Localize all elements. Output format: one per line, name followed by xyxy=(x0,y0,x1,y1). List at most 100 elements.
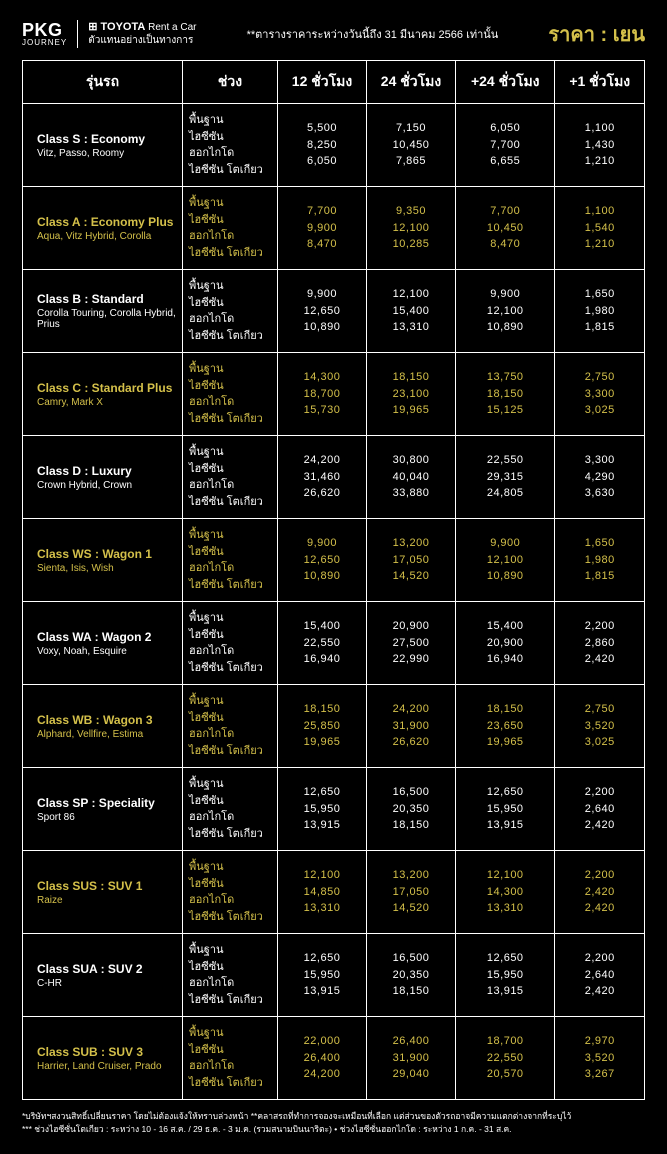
price-value: 24,200 xyxy=(373,701,449,718)
price-value: 12,650 xyxy=(284,303,360,320)
price-value: 9,900 xyxy=(284,535,360,552)
price-value: 18,700 xyxy=(284,386,360,403)
price-value: 18,150 xyxy=(373,983,449,1000)
price-value: 15,400 xyxy=(284,618,360,635)
period-label: ไฮซีซัน ฮอกไกโด xyxy=(189,212,271,245)
class-models: C-HR xyxy=(37,978,176,989)
toyota-rent: Rent a Car xyxy=(148,22,196,33)
price-cell: 13,20017,05014,520 xyxy=(367,519,456,602)
price-value: 4,290 xyxy=(561,469,638,486)
price-value: 30,800 xyxy=(373,452,449,469)
price-value: 14,520 xyxy=(373,900,449,917)
period-label: ไฮซีซัน ฮอกไกโด xyxy=(189,710,271,743)
price-value: 13,915 xyxy=(284,983,360,1000)
price-value: 2,640 xyxy=(561,967,638,984)
period-cell: พื้นฐานไฮซีซัน ฮอกไกโดไฮซีซัน โตเกียว xyxy=(183,104,278,187)
period-label: ไฮซีซัน ฮอกไกโด xyxy=(189,876,271,909)
table-row: Class SUS : SUV 1Raizeพื้นฐานไฮซีซัน ฮอก… xyxy=(23,851,645,934)
class-models: Camry, Mark X xyxy=(37,397,176,408)
period-label: ไฮซีซัน โตเกียว xyxy=(189,826,271,843)
price-value: 26,620 xyxy=(284,485,360,502)
price-value: 20,350 xyxy=(373,967,449,984)
price-value: 22,990 xyxy=(373,651,449,668)
price-table: รุ่นรถ ช่วง 12 ชั่วโมง 24 ชั่วโมง +24 ชั… xyxy=(22,60,645,1100)
price-value: 10,450 xyxy=(373,137,449,154)
price-value: 24,200 xyxy=(284,1066,360,1083)
price-value: 18,150 xyxy=(462,701,548,718)
period-label: ไฮซีซัน ฮอกไกโด xyxy=(189,461,271,494)
class-models: Crown Hybrid, Crown xyxy=(37,480,176,491)
price-value: 22,550 xyxy=(284,635,360,652)
price-value: 1,100 xyxy=(561,203,638,220)
period-label: พื้นฐาน xyxy=(189,527,271,544)
price-cell: 9,90012,65010,890 xyxy=(278,519,367,602)
toyota-block: ⊞ TOYOTA Rent a Car ตัวแทนอย่างเป็นทางกา… xyxy=(88,21,196,46)
period-label: ไฮซีซัน ฮอกไกโด xyxy=(189,378,271,411)
price-value: 23,100 xyxy=(373,386,449,403)
price-cell: 24,20031,90026,620 xyxy=(367,685,456,768)
toyota-brand-line: ⊞ TOYOTA Rent a Car xyxy=(88,21,196,34)
period-label: ไฮซีซัน โตเกียว xyxy=(189,162,271,179)
price-cell: 12,10014,30013,310 xyxy=(456,851,555,934)
table-row: Class A : Economy PlusAqua, Vitz Hybrid,… xyxy=(23,187,645,270)
period-label: พื้นฐาน xyxy=(189,195,271,212)
price-value: 12,100 xyxy=(462,867,548,884)
price-value: 40,040 xyxy=(373,469,449,486)
price-value: 9,900 xyxy=(284,286,360,303)
class-models: Alphard, Vellfire, Estima xyxy=(37,729,176,740)
price-value: 3,025 xyxy=(561,402,638,419)
table-row: Class B : StandardCorolla Touring, Corol… xyxy=(23,270,645,353)
period-cell: พื้นฐานไฮซีซัน ฮอกไกโดไฮซีซัน โตเกียว xyxy=(183,436,278,519)
price-cell: 1,6501,9801,815 xyxy=(555,519,645,602)
price-cell: 2,7503,5203,025 xyxy=(555,685,645,768)
period-cell: พื้นฐานไฮซีซัน ฮอกไกโดไฮซีซัน โตเกียว xyxy=(183,768,278,851)
header: PKG JOURNEY ⊞ TOYOTA Rent a Car ตัวแทนอย… xyxy=(22,18,645,50)
price-value: 18,700 xyxy=(462,1033,548,1050)
class-name: Class WB : Wagon 3 xyxy=(37,713,176,727)
period-label: ไฮซีซัน ฮอกไกโด xyxy=(189,295,271,328)
price-value: 16,500 xyxy=(373,784,449,801)
price-value: 19,965 xyxy=(284,734,360,751)
price-value: 7,700 xyxy=(284,203,360,220)
col-24h: 24 ชั่วโมง xyxy=(367,61,456,104)
price-value: 12,650 xyxy=(284,552,360,569)
price-value: 27,500 xyxy=(373,635,449,652)
price-cell: 13,20017,05014,520 xyxy=(367,851,456,934)
price-value: 2,750 xyxy=(561,369,638,386)
price-value: 13,750 xyxy=(462,369,548,386)
price-value: 1,815 xyxy=(561,568,638,585)
price-value: 18,150 xyxy=(373,369,449,386)
price-value: 15,400 xyxy=(462,618,548,635)
price-cell: 20,90027,50022,990 xyxy=(367,602,456,685)
price-cell: 9,90012,10010,890 xyxy=(456,519,555,602)
price-cell: 2,2002,8602,420 xyxy=(555,602,645,685)
price-value: 22,000 xyxy=(284,1033,360,1050)
period-label: พื้นฐาน xyxy=(189,361,271,378)
toyota-brand: ⊞ TOYOTA xyxy=(88,21,145,33)
price-value: 16,940 xyxy=(284,651,360,668)
price-value: 10,890 xyxy=(284,319,360,336)
period-label: ไฮซีซัน โตเกียว xyxy=(189,992,271,1009)
price-cell: 15,40022,55016,940 xyxy=(278,602,367,685)
period-label: ไฮซีซัน ฮอกไกโด xyxy=(189,627,271,660)
model-cell: Class A : Economy PlusAqua, Vitz Hybrid,… xyxy=(23,187,183,270)
period-label: ไฮซีซัน โตเกียว xyxy=(189,411,271,428)
period-cell: พื้นฐานไฮซีซัน ฮอกไกโดไฮซีซัน โตเกียว xyxy=(183,851,278,934)
price-value: 2,750 xyxy=(561,701,638,718)
period-label: ไฮซีซัน โตเกียว xyxy=(189,1075,271,1092)
price-cell: 12,65015,95013,915 xyxy=(278,768,367,851)
price-value: 13,915 xyxy=(462,983,548,1000)
period-cell: พื้นฐานไฮซีซัน ฮอกไกโดไฮซีซัน โตเกียว xyxy=(183,353,278,436)
table-row: Class SUB : SUV 3Harrier, Land Cruiser, … xyxy=(23,1017,645,1100)
period-label: ไฮซีซัน โตเกียว xyxy=(189,328,271,345)
period-label: ไฮซีซัน โตเกียว xyxy=(189,494,271,511)
price-value: 1,650 xyxy=(561,286,638,303)
model-cell: Class C : Standard PlusCamry, Mark X xyxy=(23,353,183,436)
price-value: 1,210 xyxy=(561,236,638,253)
price-value: 2,200 xyxy=(561,950,638,967)
price-value: 15,730 xyxy=(284,402,360,419)
header-note: **ตารางราคาระหว่างวันนี้ถึง 31 มีนาคม 25… xyxy=(196,25,548,43)
price-value: 13,310 xyxy=(462,900,548,917)
price-value: 1,815 xyxy=(561,319,638,336)
price-value: 19,965 xyxy=(462,734,548,751)
